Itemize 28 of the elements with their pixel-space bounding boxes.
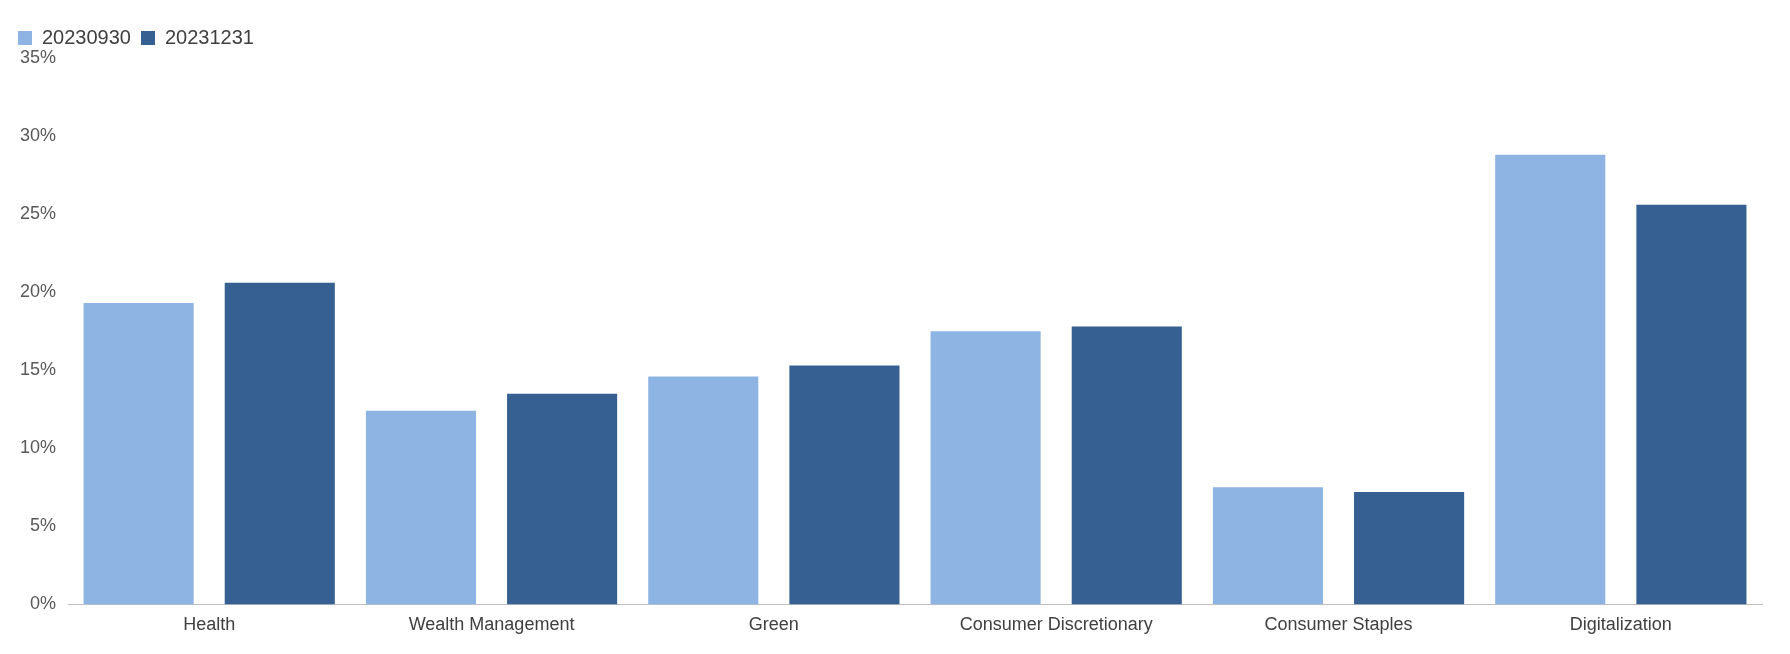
x-tick-label: Health <box>183 614 236 635</box>
x-tick-label: Consumer Staples <box>1264 614 1413 635</box>
x-tick-label: Digitalization <box>1569 614 1672 635</box>
x-tick-label: Consumer Discretionary <box>959 614 1153 635</box>
bar <box>1495 154 1606 605</box>
y-tick-label: 20% <box>20 281 57 302</box>
y-tick-label: 35% <box>20 46 57 67</box>
y-tick-label: 0% <box>30 593 57 614</box>
y-tick-label: 25% <box>20 203 57 224</box>
legend-label: 20231231 <box>164 25 254 48</box>
bar <box>224 282 335 605</box>
y-tick-label: 30% <box>20 125 57 146</box>
x-tick-label: Wealth Management <box>408 614 575 635</box>
y-tick-label: 15% <box>20 359 57 380</box>
x-tick-label: Green <box>748 614 799 635</box>
y-tick-label: 5% <box>30 515 57 536</box>
legend-label: 20230930 <box>42 25 131 48</box>
bar <box>648 376 759 605</box>
bar <box>1636 204 1747 605</box>
bar <box>365 410 476 605</box>
bar <box>789 365 900 605</box>
y-tick-label: 10% <box>20 437 57 458</box>
bar <box>83 303 194 605</box>
bar <box>1212 487 1323 605</box>
bar <box>507 393 618 605</box>
bar <box>1071 326 1182 605</box>
bar <box>1354 492 1465 605</box>
bar <box>930 331 1041 605</box>
